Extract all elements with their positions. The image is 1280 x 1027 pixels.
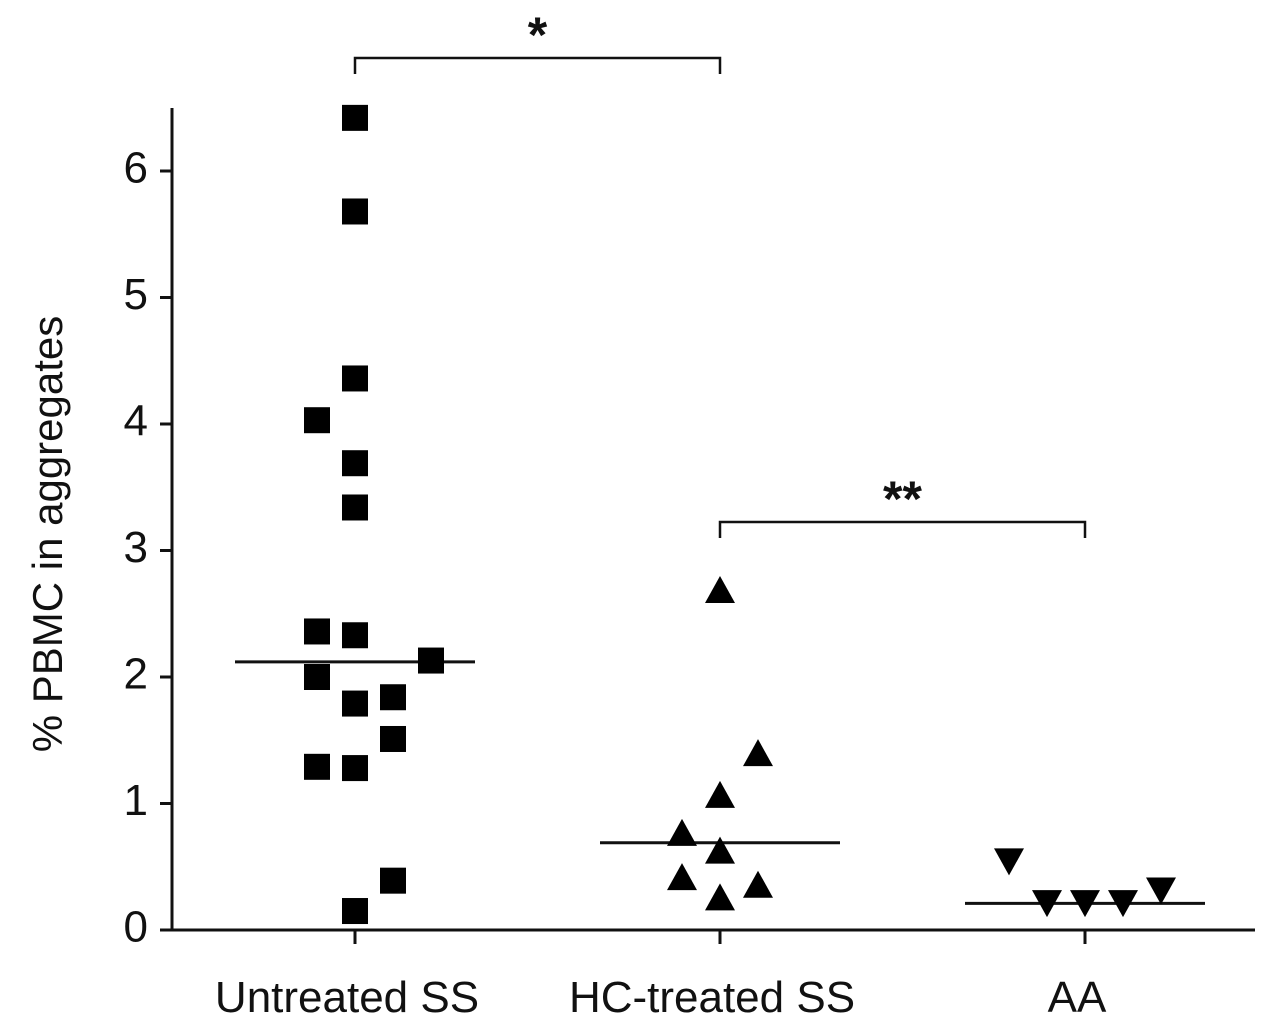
data-point-square	[342, 450, 368, 477]
data-point-triangle-up	[667, 863, 697, 891]
y-tick-label: 4	[124, 397, 148, 446]
data-point-triangle-up	[743, 739, 773, 767]
data-point-square	[380, 725, 406, 752]
data-point-square	[380, 867, 406, 894]
data-point-square	[342, 622, 368, 649]
data-point-square	[380, 684, 406, 711]
data-point-triangle-up	[667, 818, 697, 846]
y-tick-label: 0	[124, 903, 148, 952]
data-point-triangle-up	[705, 780, 735, 808]
y-axis-label: % PBMC in aggregates	[24, 316, 71, 753]
data-point-triangle-down	[1108, 890, 1138, 918]
y-ticks: 0 1 2 3 4 5 6	[124, 144, 172, 952]
y-tick-label: 3	[124, 523, 148, 572]
data-point-square	[342, 198, 368, 225]
data-point-square	[304, 753, 330, 780]
data-point-square	[304, 407, 330, 434]
data-point-square	[342, 898, 368, 925]
y-tick-label: 6	[124, 144, 148, 193]
data-point-triangle-up	[743, 870, 773, 898]
data-point-square	[342, 755, 368, 782]
data-point-square	[342, 494, 368, 521]
data-point-square	[342, 104, 368, 131]
significance-bracket	[353, 56, 722, 74]
y-tick-label: 2	[124, 650, 148, 699]
significance-label: *	[528, 7, 548, 63]
y-tick-label: 5	[124, 270, 148, 319]
x-tick-label: HC-treated SS	[569, 973, 855, 1022]
x-tick-label: Untreated SS	[215, 973, 479, 1022]
data-point-square	[342, 365, 368, 392]
significance-label: **	[883, 471, 922, 527]
data-point-triangle-down	[1032, 890, 1062, 918]
significance-bracket	[718, 520, 1087, 538]
data-point-square	[304, 618, 330, 645]
data-points	[304, 104, 1176, 925]
data-point-triangle-up	[705, 836, 735, 864]
y-tick-label: 1	[124, 776, 148, 825]
data-point-square	[342, 690, 368, 717]
significance-brackets: ***	[353, 7, 1087, 538]
data-point-triangle-down	[1070, 890, 1100, 918]
data-point-triangle-up	[705, 883, 735, 911]
data-point-triangle-up	[705, 575, 735, 603]
data-point-triangle-down	[1146, 877, 1176, 905]
x-tick-label: AA	[1048, 973, 1107, 1022]
data-point-square	[304, 664, 330, 690]
data-point-triangle-down	[994, 848, 1024, 876]
x-ticks: Untreated SS HC-treated SS AA	[215, 930, 1107, 1022]
data-point-square	[418, 647, 444, 674]
axes	[170, 108, 1255, 932]
